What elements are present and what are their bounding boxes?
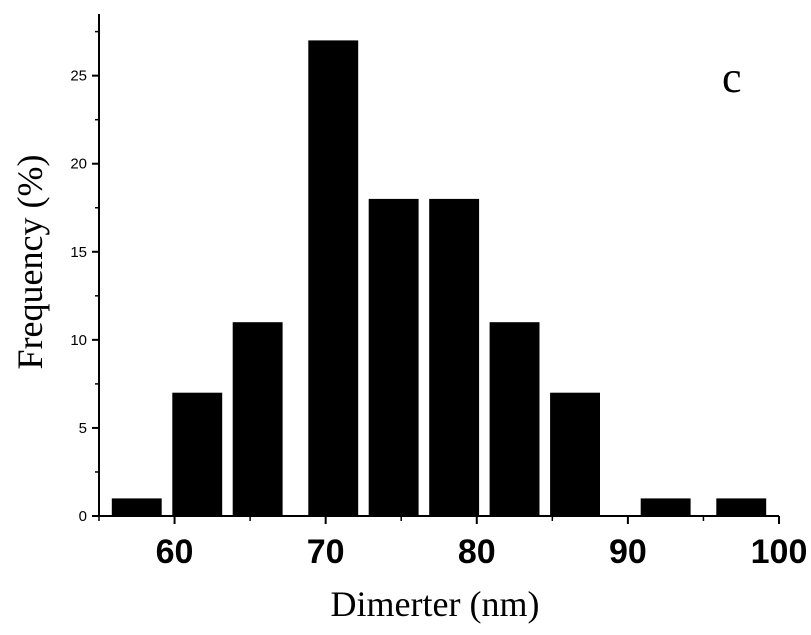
axes-group	[98, 14, 779, 517]
bars-group	[111, 40, 767, 517]
x-tick-label: 90	[609, 533, 647, 571]
bar	[232, 322, 283, 516]
bar	[550, 392, 600, 516]
bar	[716, 498, 767, 516]
bar	[489, 322, 540, 516]
y-tick-label: 15	[70, 244, 87, 261]
x-axis-title: Dimerter (nm)	[331, 584, 540, 624]
y-tick-label: 0	[79, 508, 87, 525]
panel-label: c	[722, 53, 742, 102]
bar	[429, 198, 480, 516]
x-tick-label: 60	[156, 533, 194, 571]
x-ticks-group: 60 70 80 90 100	[98, 516, 808, 571]
x-tick-label: 70	[307, 533, 345, 571]
y-tick-label: 5	[79, 420, 87, 437]
y-ticks-group: 0 5 10 15 20 25	[70, 30, 99, 525]
bar	[640, 498, 691, 516]
bar	[368, 198, 419, 516]
bar	[111, 498, 162, 516]
y-tick-label: 20	[70, 156, 87, 173]
y-axis-title: Frequency (%)	[10, 155, 50, 370]
y-tick-label: 25	[70, 68, 87, 85]
y-tick-label: 10	[70, 332, 87, 349]
x-tick-label: 80	[458, 533, 496, 571]
bar	[308, 40, 359, 517]
x-tick-label: 100	[751, 533, 808, 571]
bar	[172, 392, 223, 516]
